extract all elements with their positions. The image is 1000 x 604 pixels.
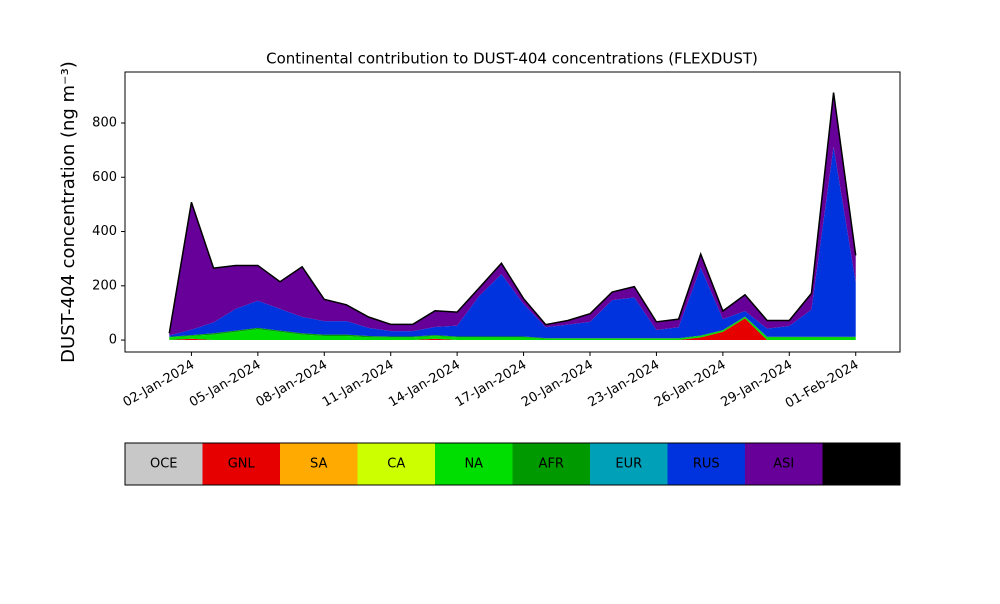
area: [169, 146, 856, 339]
x-tick-label: 01-Feb-2024: [783, 358, 862, 412]
x-tick-label: 02-Jan-2024: [121, 358, 198, 411]
legend-swatch: [512, 443, 590, 485]
x-tick-label: 05-Jan-2024: [187, 358, 264, 411]
y-tick-label: 200: [92, 278, 117, 293]
x-tick-label: 23-Jan-2024: [586, 358, 663, 411]
x-tick-label: 26-Jan-2024: [652, 358, 729, 411]
legend-swatch: [667, 443, 745, 485]
legend-label: RUS: [693, 457, 720, 472]
y-axis-label: DUST-404 concentration (ng m⁻³): [58, 61, 79, 363]
legend-label: SA: [310, 457, 327, 472]
area: [169, 317, 856, 341]
legend-label: AFR: [539, 457, 564, 472]
legend-swatch: [125, 443, 203, 485]
x-tick-label: 17-Jan-2024: [453, 358, 530, 411]
chart-title: Continental contribution to DUST-404 con…: [266, 50, 758, 68]
y-tick-label: 400: [92, 224, 117, 239]
legend-label: GNL: [228, 457, 256, 472]
area: [169, 92, 856, 336]
y-tick-label: 600: [92, 170, 117, 185]
x-tick-label: 29-Jan-2024: [718, 358, 795, 411]
legend-label: EUR: [615, 457, 642, 472]
y-tick-label: 800: [92, 116, 117, 131]
legend-swatch: [745, 443, 823, 485]
legend-swatch: [202, 443, 280, 485]
legend-swatch: [357, 443, 435, 485]
legend-swatch: [590, 443, 668, 485]
legend-frame: [124, 442, 901, 486]
x-tick-label: 08-Jan-2024: [253, 358, 330, 411]
x-tick-label: 20-Jan-2024: [519, 358, 596, 411]
legend-label: ASI: [773, 457, 794, 472]
legend-swatch: [280, 443, 358, 485]
total-outline: [168, 92, 857, 334]
x-tick-label: 11-Jan-2024: [320, 358, 397, 411]
legend-swatch: [822, 443, 900, 485]
legend-label: AUS: [848, 457, 875, 472]
legend-label: OCE: [150, 457, 178, 472]
y-tick-label: 0: [109, 333, 117, 348]
x-tick-label: 14-Jan-2024: [386, 358, 463, 411]
legend-swatch: [435, 443, 513, 485]
legend-label: CA: [387, 457, 405, 472]
legend-label: NA: [464, 457, 483, 472]
plot-frame: [124, 71, 901, 353]
